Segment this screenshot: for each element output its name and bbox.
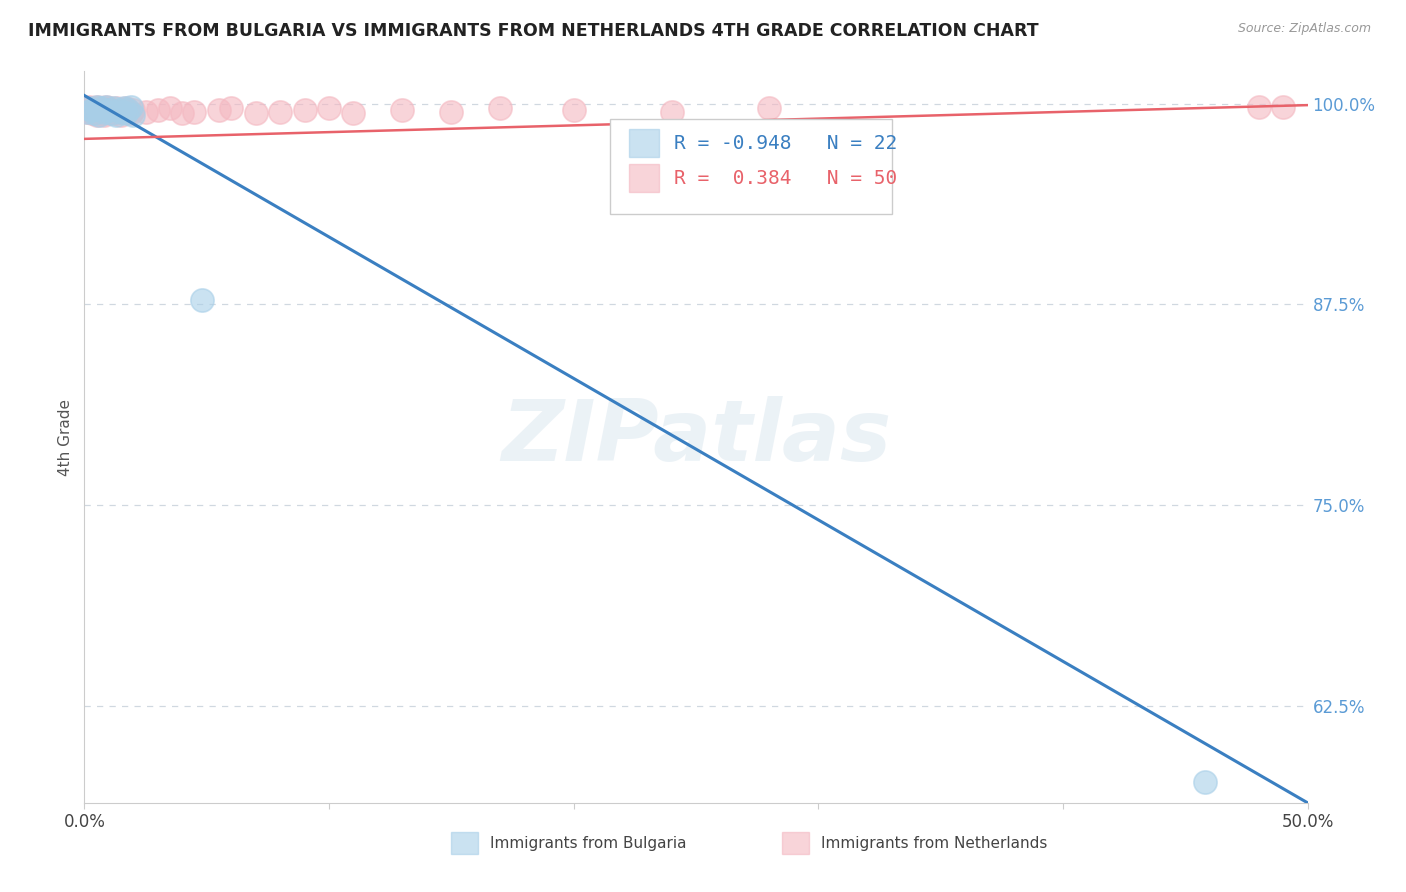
FancyBboxPatch shape (610, 119, 891, 214)
Point (1272, 100, 1295, 114)
Point (100, 103, 122, 117)
Point (83, 101, 105, 115)
Point (96, 100, 118, 114)
FancyBboxPatch shape (782, 832, 808, 854)
Point (112, 101, 135, 115)
Point (1247, 100, 1270, 114)
Point (96, 100, 118, 114)
Text: ZIPatlas: ZIPatlas (501, 395, 891, 479)
Point (122, 108, 145, 122)
Point (110, 108, 132, 122)
Point (103, 106, 125, 120)
Point (80, 106, 103, 120)
Point (110, 104, 132, 119)
Point (117, 103, 139, 117)
Text: Source: ZipAtlas.com: Source: ZipAtlas.com (1237, 22, 1371, 36)
Point (97, 103, 120, 117)
Point (115, 101, 138, 115)
Point (191, 293, 214, 307)
Point (146, 103, 169, 117)
Point (87, 103, 110, 117)
Point (93, 103, 115, 117)
Point (661, 104, 683, 119)
Point (87, 106, 110, 120)
FancyBboxPatch shape (451, 832, 478, 854)
Text: R =  0.384   N = 50: R = 0.384 N = 50 (673, 169, 897, 187)
Point (103, 101, 125, 115)
Point (96, 106, 118, 120)
Point (219, 101, 242, 115)
Point (245, 106, 267, 120)
Point (172, 106, 194, 120)
Point (391, 103, 413, 117)
Point (107, 104, 129, 119)
Point (112, 103, 135, 117)
Point (80, 103, 103, 117)
Y-axis label: 4th Grade: 4th Grade (58, 399, 73, 475)
Point (758, 101, 780, 115)
Point (80, 103, 103, 117)
Text: Immigrants from Netherlands: Immigrants from Netherlands (821, 836, 1047, 851)
Point (77, 100, 100, 114)
Point (83, 104, 105, 119)
Point (86, 100, 108, 114)
Point (115, 106, 138, 120)
Point (105, 101, 128, 115)
Point (342, 106, 364, 120)
Text: IMMIGRANTS FROM BULGARIA VS IMMIGRANTS FROM NETHERLANDS 4TH GRADE CORRELATION CH: IMMIGRANTS FROM BULGARIA VS IMMIGRANTS F… (28, 22, 1039, 40)
Point (77, 101, 100, 115)
Point (294, 103, 316, 117)
Point (105, 108, 128, 122)
Point (208, 103, 231, 117)
Point (318, 101, 340, 115)
Text: Immigrants from Bulgaria: Immigrants from Bulgaria (491, 836, 688, 851)
Point (76, 104, 98, 119)
Text: R = -0.948   N = 22: R = -0.948 N = 22 (673, 134, 897, 153)
Point (122, 103, 145, 117)
Point (87, 108, 110, 122)
Point (90, 104, 112, 119)
Point (93, 108, 115, 122)
Point (489, 101, 512, 115)
Point (97, 104, 120, 119)
Point (76, 103, 98, 117)
FancyBboxPatch shape (628, 164, 659, 192)
Point (93, 104, 115, 119)
Point (183, 104, 205, 119)
Point (440, 104, 463, 119)
Point (86, 100, 108, 114)
Point (83, 106, 105, 120)
Point (1194, 775, 1216, 789)
Point (107, 103, 129, 117)
Point (76, 104, 98, 119)
Point (90, 101, 112, 115)
Point (97, 101, 120, 115)
Point (562, 103, 585, 117)
Point (120, 106, 142, 120)
Point (135, 104, 157, 119)
FancyBboxPatch shape (628, 129, 659, 157)
Point (77, 101, 100, 115)
Point (159, 101, 181, 115)
Point (269, 104, 291, 119)
Point (86, 108, 108, 122)
Point (90, 101, 112, 115)
Point (120, 100, 142, 114)
Point (117, 104, 139, 119)
Point (100, 106, 122, 120)
